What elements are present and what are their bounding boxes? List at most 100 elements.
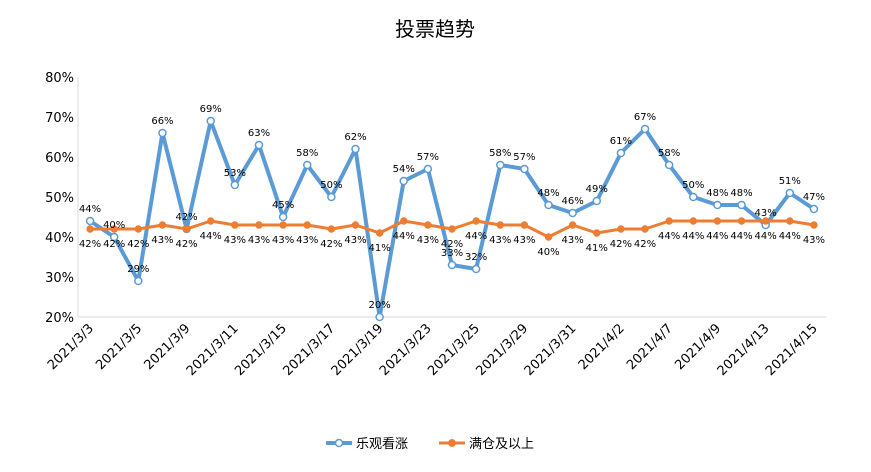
data-label-2: 43%	[224, 235, 246, 246]
data-point	[593, 229, 601, 237]
y-tick-label: 60%	[45, 151, 74, 166]
data-point	[423, 164, 433, 174]
data-label-2: 42%	[79, 239, 101, 250]
data-point	[472, 217, 480, 225]
data-label-1: 66%	[151, 116, 173, 127]
data-point	[207, 217, 215, 225]
data-point	[713, 217, 722, 225]
data-label-1: 53%	[224, 168, 246, 179]
data-point	[496, 160, 505, 170]
data-label-2: 43%	[562, 235, 584, 246]
data-label-1: 69%	[200, 104, 222, 115]
data-label-1: 63%	[248, 128, 270, 139]
data-point	[785, 188, 795, 198]
data-point	[761, 217, 770, 225]
data-label-2: 41%	[586, 243, 608, 254]
x-tick-label: 2021/3/5	[93, 321, 145, 373]
data-point	[810, 221, 818, 229]
data-point	[327, 225, 336, 233]
data-label-2: 40%	[537, 247, 559, 258]
data-point	[134, 276, 143, 286]
data-label-2: 42%	[127, 239, 149, 250]
legend-label: 乐观看涨	[356, 436, 408, 452]
data-label-1: 51%	[779, 176, 801, 187]
data-point	[447, 260, 457, 270]
data-label-1: 50%	[320, 180, 342, 191]
data-label-1: 67%	[634, 112, 656, 123]
series-lines	[85, 116, 819, 322]
data-point	[544, 200, 553, 210]
x-tick-label: 2021/4/15	[763, 321, 821, 379]
data-point	[664, 160, 674, 170]
data-label-2: 44%	[779, 231, 801, 242]
y-tick-label: 30%	[45, 271, 74, 286]
data-label-1: 32%	[465, 252, 487, 263]
data-label-1: 43%	[755, 208, 777, 219]
data-point	[302, 160, 312, 170]
data-point	[568, 208, 577, 218]
data-point	[375, 312, 384, 322]
data-label-1: 46%	[562, 196, 584, 207]
chart-title: 投票趋势	[395, 17, 475, 41]
y-tick-label: 40%	[45, 231, 74, 246]
data-point	[158, 128, 167, 138]
data-point	[496, 221, 504, 229]
data-point	[786, 217, 794, 225]
data-label-1: 57%	[513, 152, 535, 163]
series-1	[85, 116, 819, 322]
data-label-1: 29%	[127, 264, 149, 275]
data-point	[448, 225, 456, 233]
data-point	[134, 225, 143, 233]
data-label-2: 43%	[803, 235, 825, 246]
data-point	[737, 217, 746, 225]
data-label-2: 42%	[610, 239, 632, 250]
data-label-2: 44%	[393, 231, 415, 242]
data-point	[375, 229, 384, 237]
data-label-2: 44%	[755, 231, 777, 242]
data-label-1: 48%	[537, 188, 559, 199]
data-label-2: 42%	[103, 239, 125, 250]
data-label-1: 20%	[368, 300, 390, 311]
data-point	[254, 140, 264, 150]
data-label-2: 43%	[489, 235, 511, 246]
data-point	[255, 221, 263, 229]
data-label-2: 44%	[706, 231, 728, 242]
data-label-2: 42%	[320, 239, 342, 250]
data-label-2: 43%	[296, 235, 318, 246]
data-point	[568, 221, 577, 229]
data-label-2: 43%	[417, 235, 439, 246]
data-label-2: 42%	[441, 239, 463, 250]
x-tick-label: 2021/3/3	[45, 321, 97, 373]
data-label-1: 44%	[79, 204, 101, 215]
data-label-2: 44%	[465, 231, 487, 242]
data-labels: 44%40%29%66%42%69%53%63%45%58%50%62%20%5…	[79, 104, 825, 311]
data-point	[327, 192, 336, 202]
data-point	[809, 204, 819, 214]
data-point	[689, 217, 697, 225]
data-point	[158, 221, 167, 229]
legend: 乐观看涨 满仓及以上	[326, 436, 534, 452]
data-point	[665, 217, 673, 225]
y-tick-label: 50%	[45, 191, 74, 206]
data-point	[713, 200, 722, 210]
data-point	[230, 180, 240, 190]
legend-marker-icon	[334, 438, 344, 448]
data-label-1: 58%	[296, 148, 318, 159]
data-point	[351, 144, 360, 154]
data-point	[399, 176, 408, 186]
data-label-1: 49%	[586, 184, 608, 195]
series-2	[86, 217, 818, 241]
legend-label: 满仓及以上	[469, 437, 534, 452]
data-point	[641, 225, 649, 233]
data-point	[616, 148, 626, 158]
data-label-1: 58%	[658, 148, 680, 159]
data-label-1: 40%	[103, 220, 125, 231]
data-point	[303, 221, 311, 229]
data-label-1: 62%	[344, 132, 366, 143]
data-label-2: 43%	[344, 235, 366, 246]
data-point	[471, 264, 481, 274]
data-label-2: 43%	[151, 235, 173, 246]
data-point	[640, 124, 650, 134]
data-label-1: 54%	[393, 164, 415, 175]
